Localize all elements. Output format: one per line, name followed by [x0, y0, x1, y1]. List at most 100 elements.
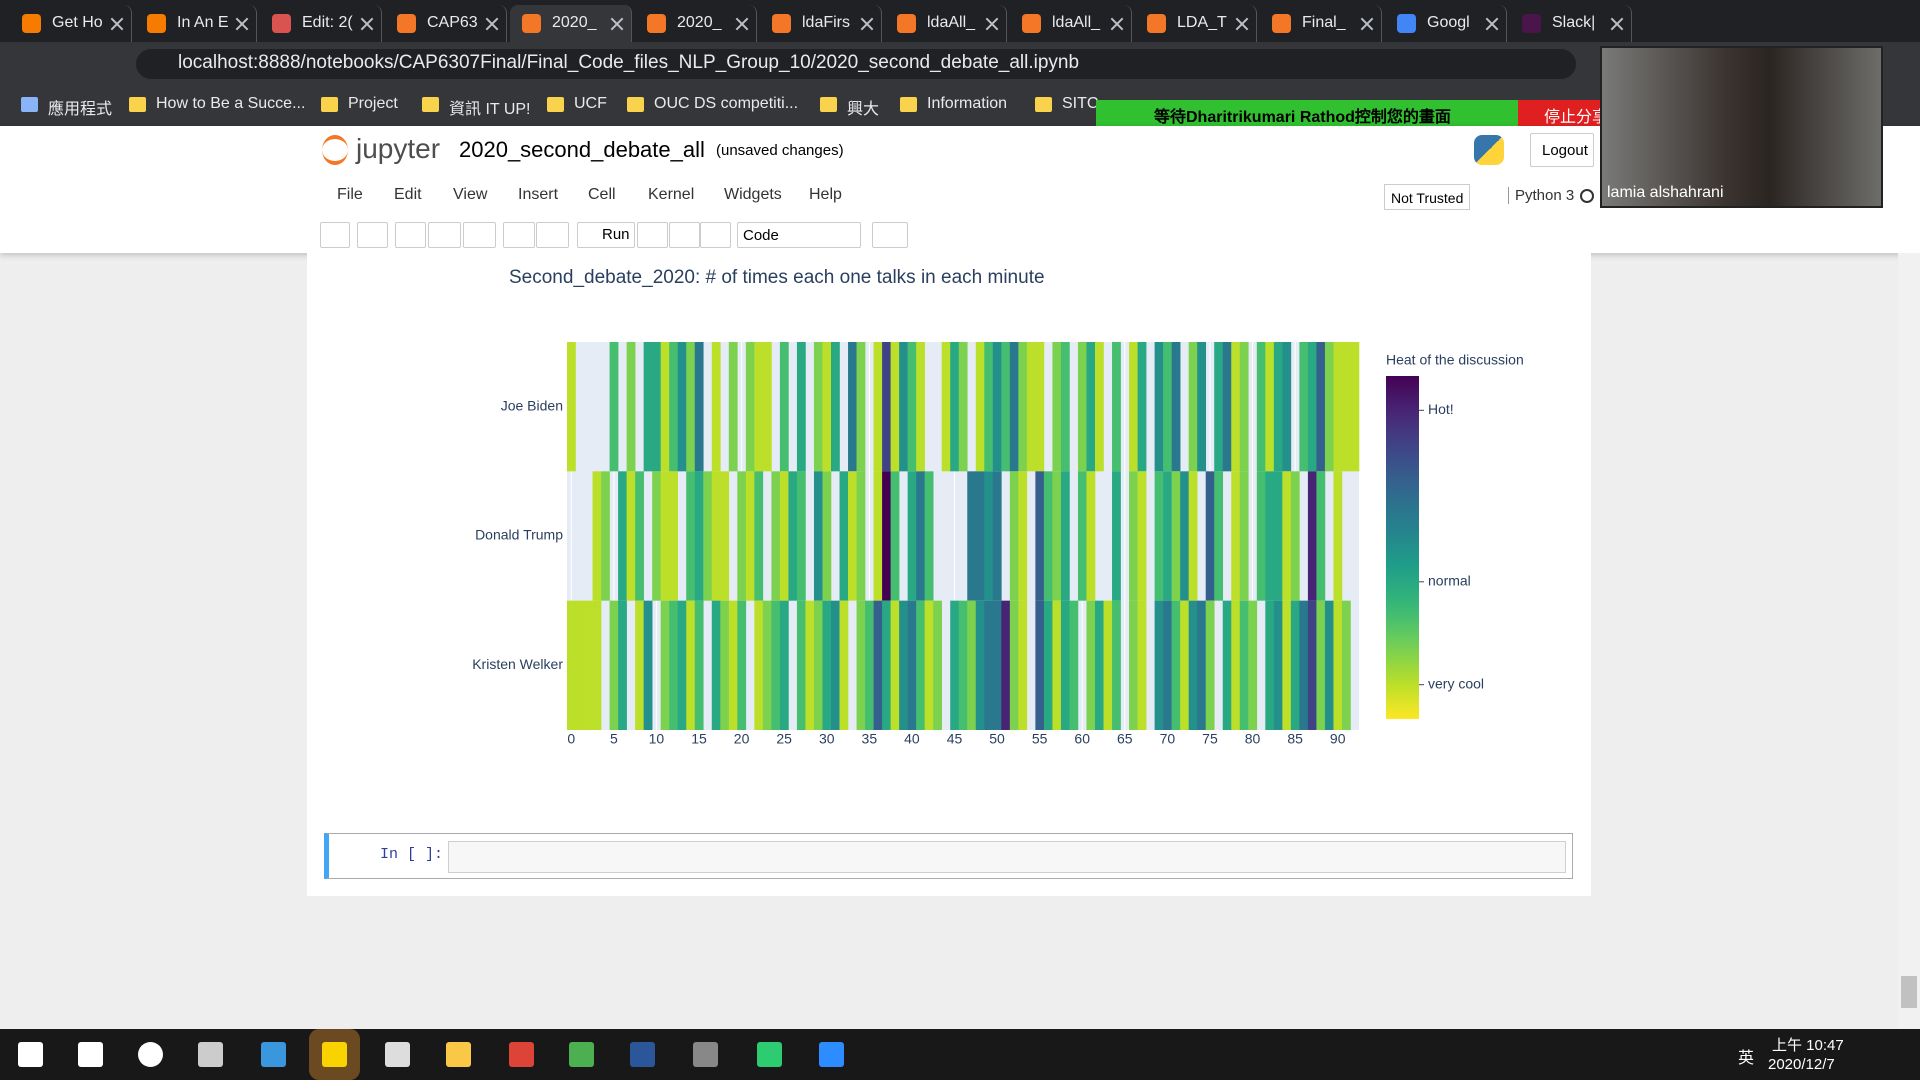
run-button[interactable]: Run	[577, 222, 635, 248]
bookmark-icon	[547, 97, 564, 112]
tab-icon	[647, 14, 666, 33]
tab-close[interactable]	[1610, 17, 1624, 31]
move-up-button[interactable]	[503, 222, 535, 248]
scrollbar[interactable]	[1898, 253, 1920, 1029]
tab-close[interactable]	[110, 17, 124, 31]
bookmark[interactable]: 應用程式	[48, 101, 113, 118]
jupyter-logo[interactable]: jupyter	[356, 133, 441, 164]
tab-close[interactable]	[1360, 17, 1374, 31]
run-all-button[interactable]	[700, 222, 731, 248]
tab-close[interactable]	[485, 17, 499, 31]
keyboard-button[interactable]	[872, 222, 908, 248]
tab[interactable]: Get Ho	[10, 5, 132, 42]
heatmap-cell	[779, 342, 789, 472]
bookmark[interactable]: OUC DS competiti...	[654, 95, 799, 112]
taskbar-icon[interactable]	[509, 1042, 534, 1067]
tab-close[interactable]	[1110, 17, 1124, 31]
tab-close[interactable]	[610, 17, 624, 31]
tab[interactable]: ldaAll_	[1010, 5, 1132, 42]
menu-item[interactable]: Cell	[588, 186, 616, 203]
taskbar-icon[interactable]	[261, 1042, 286, 1067]
share-banner: 等待Dharitrikumari Rathod控制您的畫面	[1096, 100, 1518, 126]
tab[interactable]: 2020_	[635, 5, 757, 42]
cell-type-select[interactable]: Code	[737, 222, 861, 248]
bookmark[interactable]: How to Be a Succe...	[156, 95, 306, 112]
ime-indicator[interactable]: 英	[1738, 1050, 1755, 1067]
clock-time[interactable]: 上午 10:47	[1772, 1037, 1844, 1054]
bookmark[interactable]: 資訊 IT UP!	[449, 101, 531, 118]
tab[interactable]: Final_	[1260, 5, 1382, 42]
tab[interactable]: Googl	[1385, 5, 1507, 42]
tab-close[interactable]	[1485, 17, 1499, 31]
tab[interactable]: CAP63	[385, 5, 507, 42]
heatmap-cell	[1129, 600, 1138, 730]
tab[interactable]: Slack|	[1510, 5, 1632, 42]
save-button[interactable]	[320, 222, 350, 248]
taskbar-icon[interactable]	[819, 1042, 844, 1067]
tab[interactable]: In An E	[135, 5, 257, 42]
stop-share[interactable]: 停止分享	[1518, 100, 1600, 126]
tab[interactable]: ldaAll_	[885, 5, 1007, 42]
trusted-indicator[interactable]: Not Trusted	[1384, 184, 1470, 210]
tab-close[interactable]	[735, 17, 749, 31]
url[interactable]: localhost:8888/notebooks/CAP6307Final/Fi…	[178, 52, 1080, 73]
bookmark[interactable]: UCF	[574, 95, 607, 112]
menu-item[interactable]: View	[453, 186, 488, 203]
taskbar-icon[interactable]	[18, 1042, 43, 1067]
tab[interactable]: Edit: 2(	[260, 5, 382, 42]
taskbar-icon[interactable]	[693, 1042, 718, 1067]
menu-item[interactable]: Widgets	[724, 186, 782, 203]
bookmarks-bar: 應用程式 How to Be a Succe... Project 資訊 IT UP!…	[0, 85, 1920, 126]
taskbar-icon[interactable]	[569, 1042, 594, 1067]
tab-close[interactable]	[1235, 17, 1249, 31]
taskbar-icon[interactable]	[322, 1042, 347, 1067]
tab[interactable]: 2020_	[510, 5, 632, 42]
heatmap-cell	[643, 342, 653, 472]
heatmap-cell	[907, 342, 917, 472]
tab-close[interactable]	[860, 17, 874, 31]
taskbar-icon[interactable]	[630, 1042, 655, 1067]
tab-title: ldaAll_	[927, 14, 976, 31]
heatmap-cell	[1018, 600, 1028, 730]
menu-item[interactable]: Insert	[518, 186, 559, 203]
bookmark-icon	[321, 97, 338, 112]
tab[interactable]: LDA_T	[1135, 5, 1257, 42]
tab-title: In An E	[177, 14, 229, 31]
clock-date[interactable]: 2020/12/7	[1768, 1056, 1835, 1073]
bookmark[interactable]: SITC	[1062, 95, 1099, 112]
omnibox[interactable]	[136, 49, 1576, 79]
menu-item[interactable]: Kernel	[648, 186, 695, 203]
bookmark-icon	[21, 97, 38, 112]
taskbar-icon[interactable]	[138, 1042, 163, 1067]
bookmark[interactable]: Information	[927, 95, 1008, 112]
copy-button[interactable]	[428, 222, 461, 248]
interrupt-button[interactable]	[637, 222, 668, 248]
add-cell-button[interactable]	[357, 222, 388, 248]
heatmap-cell	[839, 600, 849, 730]
taskbar-icon[interactable]	[446, 1042, 471, 1067]
tab-close[interactable]	[235, 17, 249, 31]
heatmap-cell	[711, 342, 721, 472]
cut-button[interactable]	[395, 222, 426, 248]
tab[interactable]: ldaFirs	[760, 5, 882, 42]
scrollbar-thumb[interactable]	[1901, 976, 1917, 1008]
move-down-button[interactable]	[536, 222, 569, 248]
logout-button[interactable]: Logout	[1530, 133, 1594, 167]
bookmark[interactable]: Project	[348, 95, 398, 112]
menu-item[interactable]: File	[337, 186, 363, 203]
bookmark[interactable]: 興大	[847, 101, 880, 118]
tab-close[interactable]	[360, 17, 374, 31]
cell-input[interactable]	[448, 841, 1566, 873]
menu-item[interactable]: Help	[809, 186, 842, 203]
taskbar-icon[interactable]	[385, 1042, 410, 1067]
notebook-name[interactable]: 2020_second_debate_all	[459, 137, 705, 162]
taskbar-icon[interactable]	[78, 1042, 103, 1067]
taskbar-icon[interactable]	[757, 1042, 782, 1067]
heatmap-cell	[1231, 342, 1241, 472]
tab-close[interactable]	[985, 17, 999, 31]
taskbar-icon[interactable]	[198, 1042, 223, 1067]
menu-item[interactable]: Edit	[394, 186, 422, 203]
restart-button[interactable]	[669, 222, 700, 248]
paste-button[interactable]	[463, 222, 496, 248]
code-cell[interactable]	[324, 833, 1573, 879]
